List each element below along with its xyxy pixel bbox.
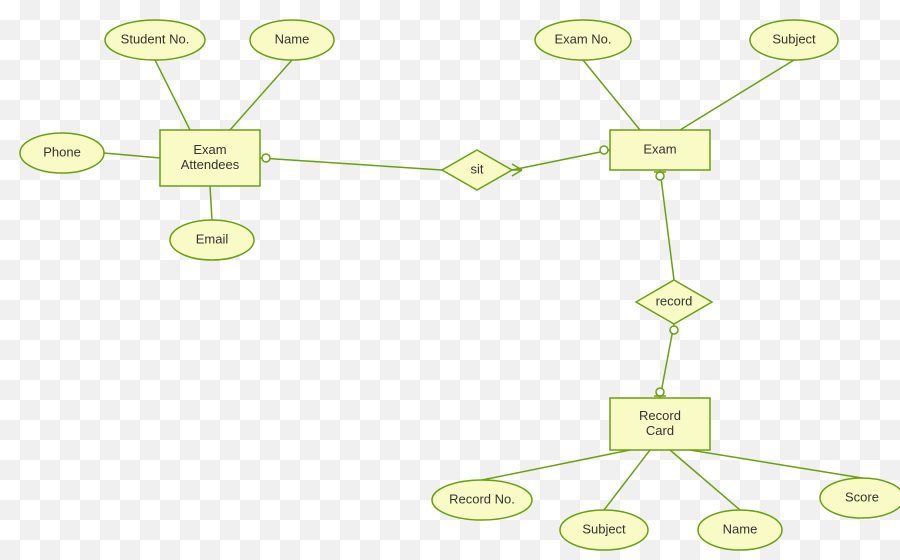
attribute-label: Name — [723, 521, 758, 536]
attribute-aname: Name — [250, 20, 334, 60]
entity-attendees: ExamAttendees — [160, 130, 260, 186]
diagram-svg: Student No. Name Phone Email Exam No. Subject… — [0, 0, 900, 560]
attribute-label: Record No. — [449, 491, 515, 506]
relationship-label: record — [656, 293, 693, 308]
relationship-sit: sit — [442, 150, 512, 190]
attribute-examno: Exam No. — [535, 20, 631, 60]
entity-label: Attendees — [181, 157, 240, 172]
attribute-recordno: Record No. — [432, 480, 532, 520]
er-diagram-canvas: Student No. Name Phone Email Exam No. Subject… — [0, 0, 900, 560]
attribute-label: Subject — [582, 521, 626, 536]
relationship-label: sit — [471, 161, 484, 176]
attribute-label: Exam No. — [554, 31, 611, 46]
attribute-label: Student No. — [121, 31, 190, 46]
attribute-email: Email — [170, 220, 254, 260]
entity-label: Card — [646, 423, 674, 438]
entity-label: Exam — [193, 142, 226, 157]
attribute-label: Email — [196, 231, 229, 246]
attribute-label: Subject — [772, 31, 816, 46]
entity-exam: Exam — [610, 130, 710, 170]
relationship-recrel: record — [636, 280, 712, 324]
attribute-label: Score — [845, 489, 879, 504]
entity-record: RecordCard — [610, 398, 710, 450]
entity-label: Exam — [643, 141, 676, 156]
attribute-label: Phone — [43, 144, 81, 159]
attribute-rname: Name — [698, 510, 782, 550]
attribute-score: Score — [820, 478, 900, 518]
attribute-label: Name — [275, 31, 310, 46]
attribute-studentno: Student No. — [105, 20, 205, 60]
attribute-subject1: Subject — [750, 20, 838, 60]
attribute-subject2: Subject — [560, 510, 648, 550]
entity-label: Record — [639, 408, 681, 423]
attribute-phone: Phone — [20, 133, 104, 173]
